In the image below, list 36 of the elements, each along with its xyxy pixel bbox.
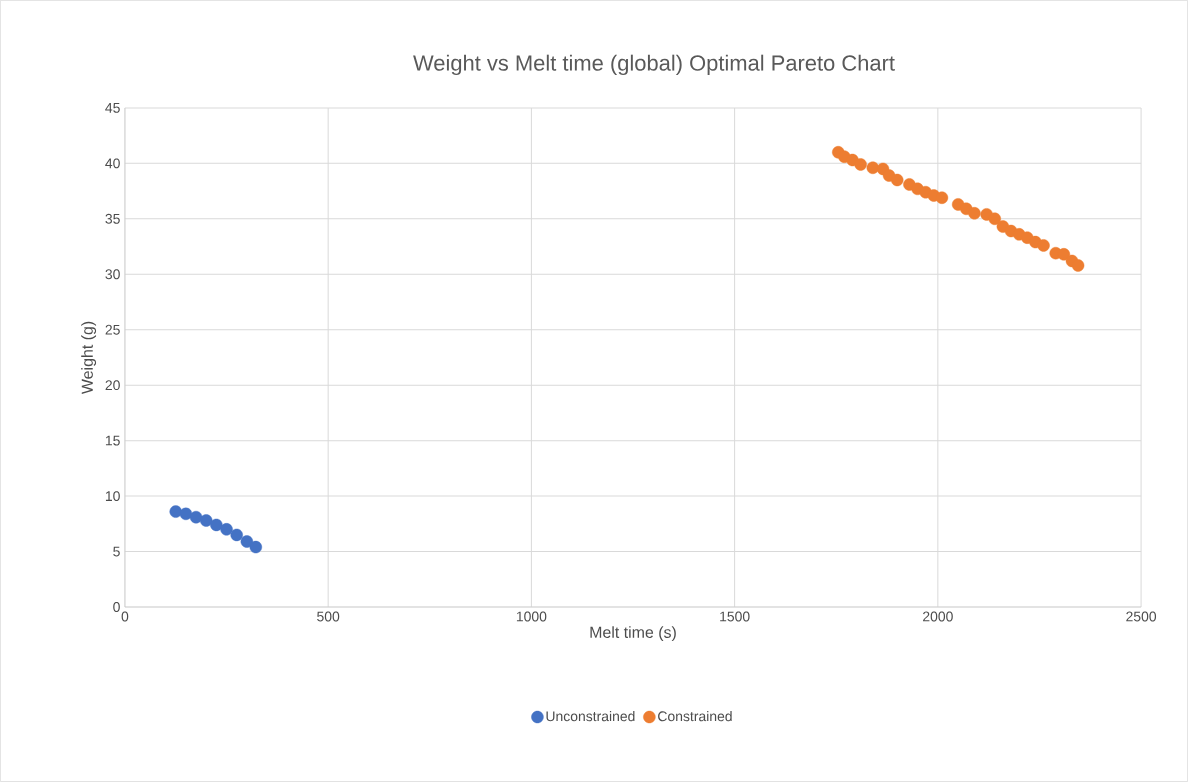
point: [200, 514, 213, 527]
legend-label: Constrained: [658, 711, 732, 722]
point: [189, 510, 203, 524]
x-tick-label: 500: [317, 611, 340, 622]
x-tick-label: 2000: [923, 611, 953, 622]
chart-title: Weight vs Melt time (global) Optimal Pareto Chart: [413, 54, 895, 76]
x-tick-label: 1500: [720, 611, 750, 622]
point: [891, 173, 904, 187]
point: [230, 528, 243, 542]
y-tick-label: 20: [105, 380, 120, 391]
point: [210, 518, 223, 532]
y-tick-label: 5: [113, 546, 120, 557]
x-tick-label: 0: [121, 611, 129, 622]
x-tick-label: 1000: [516, 611, 547, 622]
point: [249, 540, 263, 554]
point: [854, 158, 867, 171]
point: [1071, 259, 1085, 272]
point: [1037, 239, 1050, 252]
x-tick-label: 2500: [1126, 611, 1157, 622]
y-tick-label: 45: [105, 103, 120, 113]
legend-label: Unconstrained: [546, 711, 635, 722]
y-tick-label: 30: [105, 269, 120, 280]
y-tick-label: 15: [105, 435, 120, 446]
point: [220, 523, 233, 536]
y-axis-title: Weight (g): [81, 321, 97, 395]
y-tick-label: 35: [105, 213, 120, 224]
point: [968, 207, 981, 220]
point: [935, 191, 949, 204]
y-tick-label: 40: [105, 158, 120, 169]
point: [1057, 248, 1071, 261]
x-axis-title: Melt time (s): [590, 626, 676, 642]
point: [988, 212, 1001, 226]
y-tick-label: 0: [113, 602, 120, 612]
y-tick-label: 10: [105, 491, 120, 502]
y-tick-label: 25: [105, 324, 120, 335]
point: [179, 507, 193, 521]
